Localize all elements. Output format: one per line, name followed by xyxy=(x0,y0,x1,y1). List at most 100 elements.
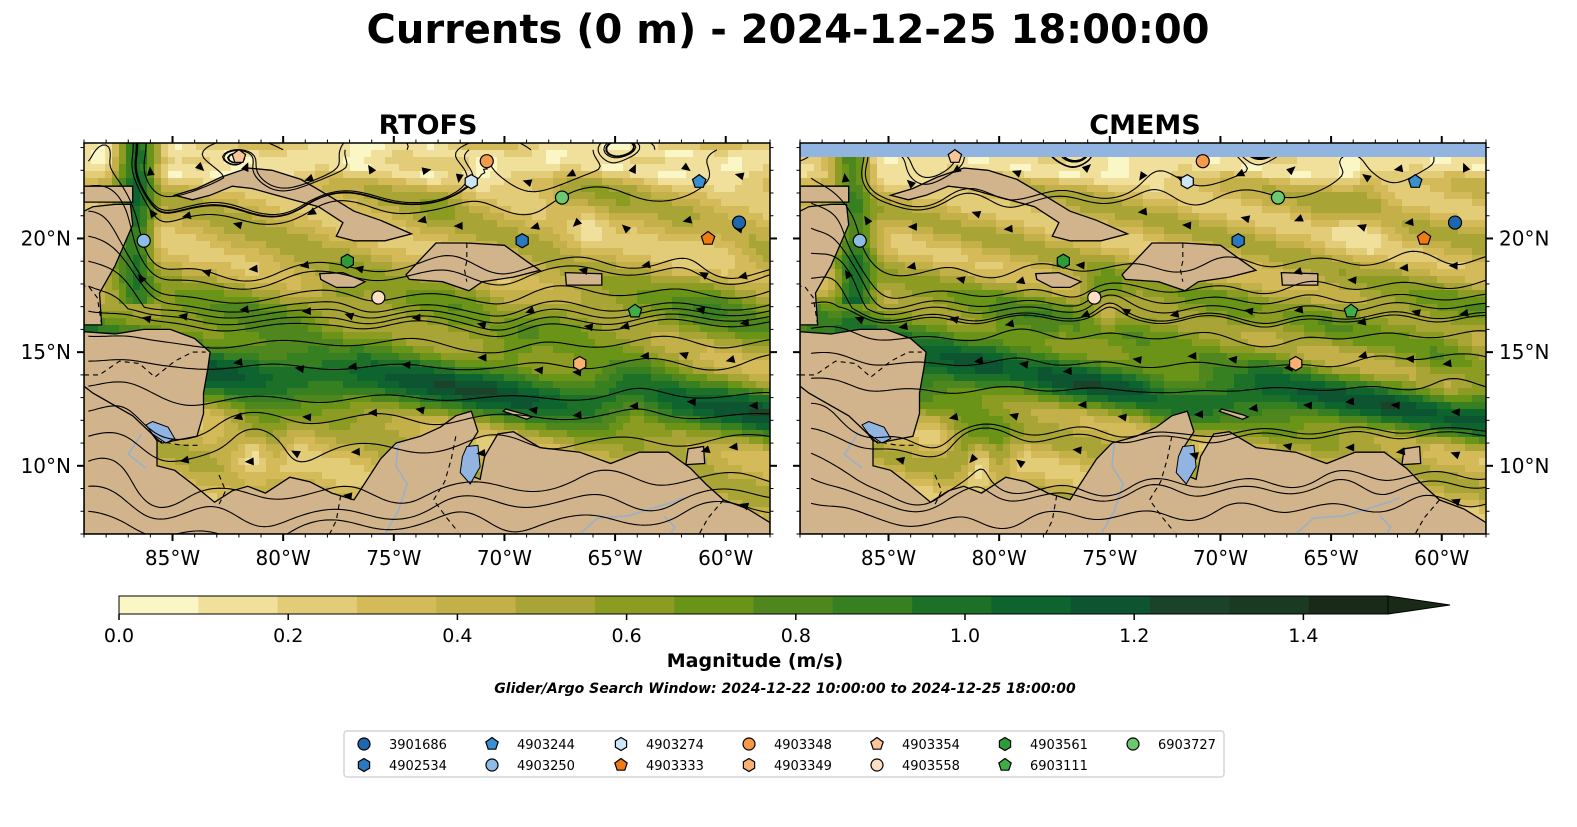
float-marker-4903250 xyxy=(136,233,151,248)
float-marker-4903274 xyxy=(464,173,478,190)
colorbar-segment xyxy=(674,596,754,614)
streamline-arrow-icon xyxy=(621,224,632,234)
streamline xyxy=(88,285,770,331)
colorbar-segment xyxy=(1308,596,1389,614)
streamline-arrow-icon xyxy=(864,215,873,226)
streamline-arrow-icon xyxy=(248,264,258,273)
legend-entry: 4903558 xyxy=(870,758,960,774)
streamline-arrow-icon xyxy=(973,356,984,365)
legend-marker-icon xyxy=(614,757,628,771)
streamline-arrow-icon xyxy=(1404,218,1414,227)
streamline-arrow-icon xyxy=(629,402,639,411)
map-axes: 85°W 80°W 75°W 70°W 65°W 60°W 10°N 15°N 20°N xyxy=(21,136,777,570)
colorbar-segment xyxy=(832,596,913,614)
streamline-arrow-icon xyxy=(1240,215,1251,224)
streamline-arrow-icon xyxy=(342,492,353,501)
land-polygon xyxy=(84,369,770,534)
legend-marker-icon xyxy=(1126,737,1140,751)
legend-entry: 4903348 xyxy=(742,737,832,753)
streamline-arrow-icon xyxy=(739,502,750,511)
streamline-arrow-icon xyxy=(1450,408,1460,417)
land-polygon xyxy=(84,185,134,203)
float-legend: 3901686 4902534 4903244 4903250 4903274 49033… xyxy=(343,730,1225,778)
streamline-arrow-icon xyxy=(1193,410,1204,419)
lat-tick-label: 20°N xyxy=(1499,226,1549,250)
legend-marker-icon xyxy=(870,758,884,772)
streamline-arrow-icon xyxy=(854,316,865,325)
legend-entry: 4903244 xyxy=(485,736,575,753)
streamline-arrow-icon xyxy=(299,260,310,269)
streamline-arrow-icon xyxy=(686,397,696,406)
land-polygon xyxy=(1121,242,1258,292)
streamline-arrow-icon xyxy=(528,406,538,415)
streamline-arrow-icon xyxy=(367,408,378,417)
map-frame xyxy=(83,142,771,535)
lon-tick-label: 75°W xyxy=(1082,546,1137,570)
float-marker-4903250 xyxy=(852,233,867,248)
legend-entry: 6903727 xyxy=(1126,737,1216,753)
colorbar-segment xyxy=(1229,596,1310,614)
legend-label: 3901686 xyxy=(389,738,447,753)
cmems-panel-title: CMEMS xyxy=(1089,110,1200,141)
streamline-arrow-icon xyxy=(1003,224,1013,233)
lon-tick-label: 70°W xyxy=(477,546,532,570)
streamline-arrow-icon xyxy=(739,318,750,327)
land-polygon xyxy=(800,203,850,326)
streamline-arrow-icon xyxy=(1450,498,1461,507)
legend-label: 4903250 xyxy=(517,759,575,774)
country-border xyxy=(1180,243,1184,282)
colorbar-segment xyxy=(594,596,675,614)
streamline-arrow-icon xyxy=(354,265,364,274)
map-area xyxy=(84,143,770,534)
streamline-arrow-icon xyxy=(620,321,630,330)
river-line xyxy=(127,433,147,469)
land-masses xyxy=(800,167,1486,534)
lon-tick-label: 85°W xyxy=(861,546,916,570)
streamline-arrow-icon xyxy=(1356,317,1367,326)
streamline-arrow-icon xyxy=(681,162,691,172)
streamline-arrow-icon xyxy=(951,164,962,174)
streamline-arrow-icon xyxy=(895,456,905,465)
streamline-arrow-icon xyxy=(344,312,355,321)
legend-marker-icon xyxy=(614,736,628,752)
colorbar-segment xyxy=(1070,596,1151,614)
float-marker-4903558 xyxy=(371,290,386,305)
colorbar-tick-label: 1.4 xyxy=(1288,625,1318,647)
streamline-arrow-icon xyxy=(476,449,486,457)
river-line xyxy=(663,515,676,534)
streamline xyxy=(88,354,770,371)
river-line xyxy=(579,496,685,534)
streamline xyxy=(88,381,770,406)
streamline xyxy=(88,457,770,508)
streamline-arrow-icon xyxy=(476,321,487,330)
rtofs-panel-title: RTOFS xyxy=(379,110,478,141)
river-line xyxy=(1379,515,1392,534)
land-polygon xyxy=(1218,408,1250,420)
streamline-arrow-icon xyxy=(566,168,577,177)
legend-entry: 4903250 xyxy=(485,758,575,774)
land-polygon xyxy=(84,203,134,326)
streamline-arrow-icon xyxy=(1077,400,1087,409)
colorbar-segment xyxy=(119,596,199,614)
streamline-arrow-icon xyxy=(737,271,748,280)
streamline-arrow-icon xyxy=(971,210,982,219)
colorbar-label: Magnitude (m/s) xyxy=(667,650,844,672)
lon-tick-label: 60°W xyxy=(698,546,753,570)
streamline-arrow-icon xyxy=(1293,214,1304,222)
land-polygon xyxy=(685,445,706,466)
float-marker-6903727 xyxy=(1270,190,1286,205)
colorbar: 0.0 0.2 0.4 0.6 0.8 1.0 1.2 1.4 xyxy=(104,595,1451,647)
streamline-arrow-icon xyxy=(1011,170,1022,178)
legend-label: 4903274 xyxy=(646,738,704,753)
float-marker-4903348 xyxy=(1195,154,1210,169)
river-line xyxy=(1295,496,1401,534)
float-markers xyxy=(136,148,747,372)
country-border xyxy=(464,243,468,282)
colorbar-segment xyxy=(912,596,992,614)
streamline-arrow-icon xyxy=(137,274,147,284)
float-marker-4903354 xyxy=(947,148,963,163)
streamline-arrow-icon xyxy=(201,269,212,277)
colorbar-tick-label: 0.2 xyxy=(273,625,303,647)
streamline xyxy=(810,227,1486,310)
